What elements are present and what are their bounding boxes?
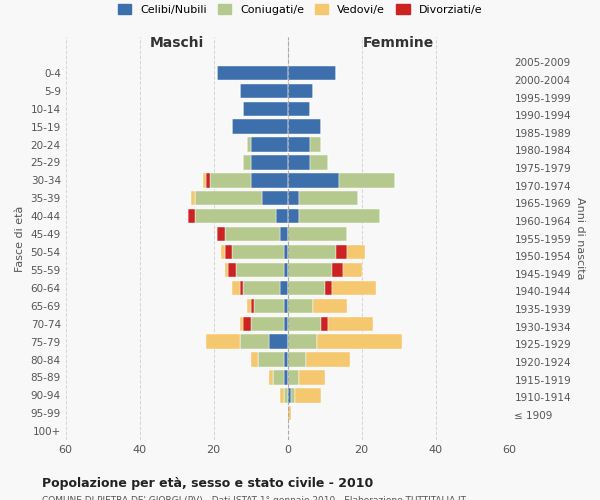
Bar (287, 280, 325, 295)
Bar (295, 388, 321, 402)
Legend: Celibi/Nubili, Coniugati/e, Vedovi/e, Divorziati/e: Celibi/Nubili, Coniugati/e, Vedovi/e, Di… (115, 0, 485, 18)
Bar (195, 209, 277, 224)
Bar (287, 138, 310, 151)
Bar (217, 227, 225, 242)
Bar (232, 280, 239, 295)
Bar (340, 173, 395, 188)
Bar (225, 245, 232, 259)
Bar (287, 120, 321, 134)
Bar (287, 173, 340, 188)
Bar (284, 388, 287, 402)
Bar (221, 245, 225, 259)
Bar (251, 316, 284, 331)
Bar (287, 334, 317, 349)
Bar (284, 370, 287, 384)
Bar (243, 316, 251, 331)
Y-axis label: Fasce di età: Fasce di età (15, 206, 25, 272)
Bar (335, 245, 347, 259)
Bar (299, 209, 380, 224)
Bar (321, 316, 328, 331)
Bar (287, 66, 335, 80)
Bar (287, 156, 310, 170)
Bar (262, 191, 287, 206)
Bar (236, 263, 284, 277)
Bar (328, 316, 373, 331)
Bar (287, 388, 291, 402)
Bar (239, 316, 243, 331)
Y-axis label: Anni di nascita: Anni di nascita (575, 198, 585, 280)
Bar (287, 191, 299, 206)
Bar (247, 138, 251, 151)
Bar (239, 84, 287, 98)
Bar (203, 173, 206, 188)
Bar (287, 209, 299, 224)
Bar (269, 334, 287, 349)
Bar (251, 298, 254, 313)
Bar (287, 370, 299, 384)
Bar (299, 370, 325, 384)
Text: Popolazione per età, sesso e stato civile - 2010: Popolazione per età, sesso e stato civil… (42, 477, 373, 490)
Bar (317, 334, 402, 349)
Bar (269, 370, 273, 384)
Bar (239, 280, 243, 295)
Bar (188, 209, 195, 224)
Bar (258, 352, 284, 366)
Bar (287, 298, 313, 313)
Bar (239, 334, 269, 349)
Bar (325, 280, 332, 295)
Bar (273, 370, 284, 384)
Bar (254, 298, 284, 313)
Bar (284, 316, 287, 331)
Text: COMUNE DI PIETRA DE' GIORGI (PV) - Dati ISTAT 1° gennaio 2010 - Elaborazione TUT: COMUNE DI PIETRA DE' GIORGI (PV) - Dati … (42, 496, 466, 500)
Bar (247, 298, 251, 313)
Bar (229, 263, 236, 277)
Bar (284, 352, 287, 366)
Bar (232, 120, 287, 134)
Bar (310, 138, 321, 151)
Bar (313, 298, 347, 313)
Bar (251, 173, 287, 188)
Bar (280, 227, 287, 242)
Text: Maschi: Maschi (149, 36, 204, 50)
Bar (217, 66, 287, 80)
Bar (243, 102, 287, 116)
Bar (206, 173, 210, 188)
Bar (310, 156, 328, 170)
Bar (284, 263, 287, 277)
Bar (287, 227, 347, 242)
Text: Femmine: Femmine (363, 36, 434, 50)
Bar (280, 280, 287, 295)
Bar (251, 156, 287, 170)
Bar (347, 245, 365, 259)
Bar (280, 388, 284, 402)
Bar (195, 191, 262, 206)
Bar (251, 352, 258, 366)
Bar (206, 334, 239, 349)
Bar (251, 138, 287, 151)
Bar (343, 263, 362, 277)
Bar (287, 352, 306, 366)
Bar (277, 209, 287, 224)
Bar (284, 298, 287, 313)
Bar (287, 263, 332, 277)
Bar (287, 406, 291, 420)
Bar (332, 263, 343, 277)
Bar (332, 280, 376, 295)
Bar (191, 191, 195, 206)
Bar (287, 84, 313, 98)
Bar (210, 173, 251, 188)
Bar (225, 263, 229, 277)
Bar (291, 388, 295, 402)
Bar (232, 245, 284, 259)
Bar (243, 156, 251, 170)
Bar (284, 245, 287, 259)
Bar (299, 191, 358, 206)
Bar (287, 316, 321, 331)
Bar (225, 227, 280, 242)
Bar (287, 102, 310, 116)
Bar (306, 352, 350, 366)
Bar (243, 280, 280, 295)
Bar (287, 245, 335, 259)
